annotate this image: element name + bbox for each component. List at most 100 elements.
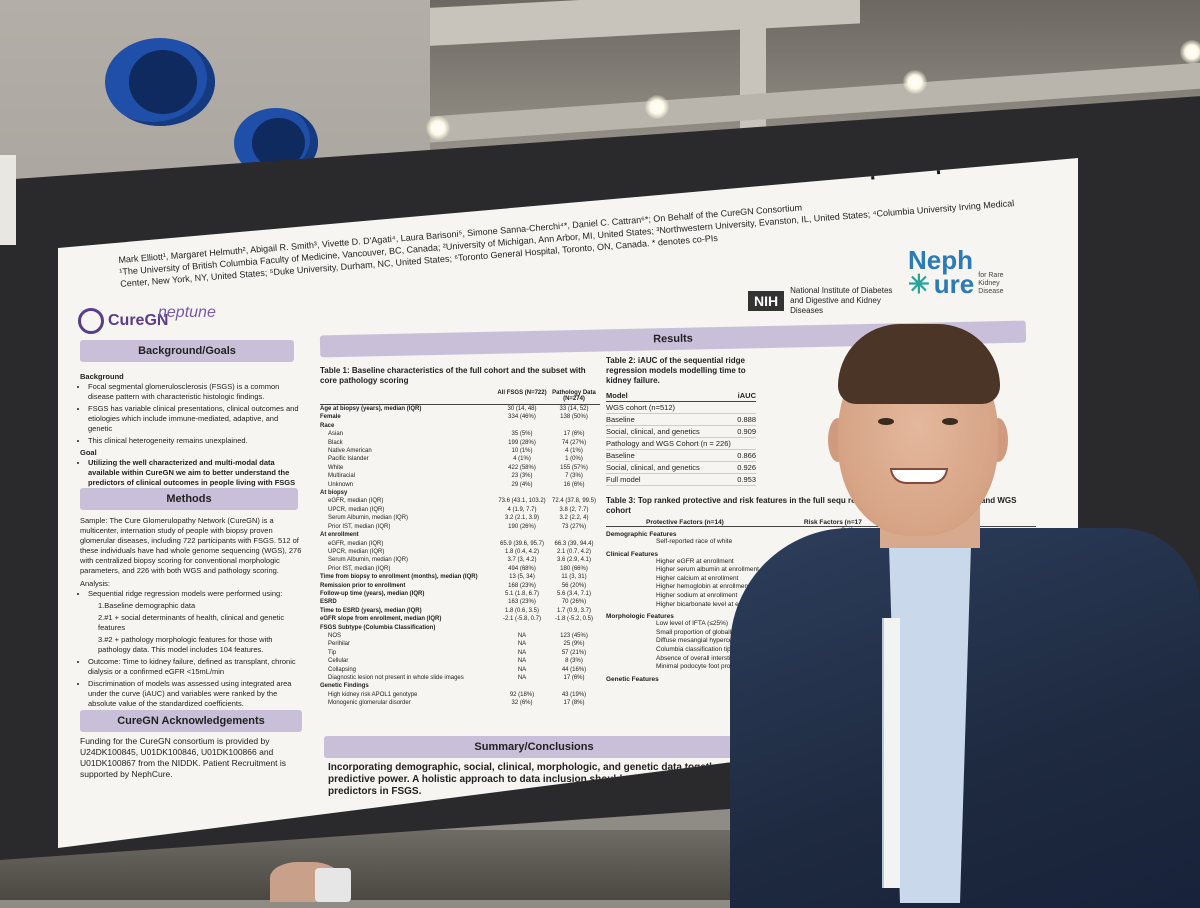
- nih-institute-name: National Institute of Diabetes and Diges…: [790, 286, 893, 315]
- table-1-row-label: Unknown: [328, 481, 354, 488]
- curegn-logo-text: CureGN: [108, 312, 169, 329]
- table-1-cell: 10 (1%): [511, 448, 533, 455]
- table-1-row-label: Race: [320, 422, 335, 429]
- table-1-cell: 1 (0%): [565, 456, 583, 463]
- table-1-cell: 190 (26%): [508, 523, 536, 530]
- methods-sub-bullet: 3.#2 + pathology morphologic features fo…: [98, 635, 273, 654]
- table-2: Table 2: iAUC of the sequential ridge re…: [606, 356, 756, 486]
- table-1-row-label: At enrollment: [320, 532, 359, 539]
- methods-sub-bullet: 2.#1 + social determinants of health, cl…: [98, 613, 285, 632]
- table-1-cell: NA: [517, 649, 527, 656]
- table-1-row-label: White: [328, 464, 344, 471]
- table-1-cell: [548, 624, 600, 632]
- table-1-cell: -2.1 (-5.8, 0.7): [502, 616, 541, 623]
- table-1-row: Cellular NA 8 (3%): [320, 657, 600, 665]
- table-1-row-label: Prior IST, median (IQR): [328, 565, 391, 572]
- table-1-cell: 3.7 (3, 4.2): [507, 557, 537, 564]
- table-1-cell: 7 (3%): [565, 473, 583, 480]
- table-1-row-label: FSGS Subtype (Columbia Classification): [320, 624, 436, 631]
- table-1-row-label: Cellular: [328, 658, 349, 665]
- table-3-feature: Absence of overall interstitial inflamm: [656, 654, 764, 662]
- table-1-row: Serum Albumin, median (IQR) 3.7 (3, 4.2) 3…: [320, 556, 600, 564]
- methods-sub-bullet: 1.Baseline demographic data: [98, 601, 196, 610]
- table-1-cell: 1.7 (0.9, 3.7): [556, 607, 592, 614]
- table-1-cell: 123 (45%): [560, 632, 588, 639]
- table-1-cell: -1.8 (-5.2, 0.5): [554, 616, 593, 623]
- table-1-row-label: Monogenic glomerular disorder: [328, 700, 411, 707]
- table-1-row: UPCR, median (IQR) 1.8 (0.4, 4.2) 2.1 (0.7…: [320, 548, 600, 556]
- table-1-cell: 43 (19%): [561, 691, 587, 698]
- table-1-row: Collapsing NA 44 (16%): [320, 666, 600, 674]
- table-1-row: White 422 (58%) 155 (57%): [320, 464, 600, 472]
- blue-duct: [105, 38, 215, 126]
- table-1-cell: 74 (27%): [561, 439, 587, 446]
- table-1-cell: 2.1 (0.7, 4.2): [556, 548, 592, 555]
- table-1-row: At enrollment: [320, 531, 600, 539]
- table-1-row: At biopsy: [320, 489, 600, 497]
- table-1-row-label: Female: [320, 414, 341, 421]
- table-1-cell: 5.6 (3.4, 7.1): [556, 590, 592, 597]
- table-1-row-label: eGFR slope from enrollment, median (IQR): [320, 616, 442, 623]
- table-1-cell: 8 (3%): [565, 658, 583, 665]
- table-1-cell: 168 (23%): [508, 582, 536, 589]
- table-2-col-iauc: iAUC: [737, 391, 756, 400]
- table-1-cell: 30 (14, 48): [507, 406, 537, 412]
- table-1-cell: 422 (58%): [508, 464, 536, 471]
- table-2-iauc-value: 0.888: [737, 415, 756, 424]
- table-1-cell: 70 (26%): [561, 599, 587, 606]
- table-1-caption: Table 1: Baseline characteristics of the…: [320, 366, 586, 385]
- table-1-cell: [496, 682, 548, 690]
- table-1-col-pathology: Pathology Data (N=274): [552, 390, 596, 402]
- table-1-row: UPCR, median (IQR) 4 (1.9, 7.7) 3.8 (2, 7.…: [320, 506, 600, 514]
- table-3-feature: Diffuse mesangial hypercellularity: [656, 637, 753, 645]
- table-3-feature: Minimal podocyte foot process effac: [656, 663, 760, 671]
- table-2-row-label: Baseline: [606, 451, 635, 460]
- table-1-cell: 3.8 (2, 7.7): [559, 506, 589, 513]
- table-1-cell: 494 (68%): [508, 565, 536, 572]
- table-2-row: Full model 0.953: [606, 474, 756, 486]
- table-1-cell: [496, 489, 548, 497]
- ceiling-light: [903, 70, 927, 94]
- table-3-group-head: Clinical Features: [606, 550, 659, 558]
- table-1-row: Remission prior to enrollment 168 (23%) 56…: [320, 582, 600, 590]
- table-1-cell: [496, 624, 548, 632]
- table-3-feature: Higher bicarbonate level at enrollment: [656, 600, 766, 608]
- table-2-row-label: Social, clinical, and genetics: [606, 427, 700, 436]
- table-3-group-head: Morphologic Features: [606, 613, 674, 621]
- table-1-body: Age at biopsy (years), median (IQR) 30 (1…: [320, 405, 600, 708]
- curegn-logo: CureGN: [78, 308, 168, 334]
- curegn-mark-icon: [78, 308, 104, 334]
- nih-badge: NIH: [748, 291, 785, 311]
- table-1-row: Race: [320, 422, 600, 430]
- table-1-row: Black 199 (28%) 74 (27%): [320, 439, 600, 447]
- table-1-row-label: Tip: [328, 649, 337, 656]
- table-1-cell: NA: [517, 675, 527, 681]
- table-1-cell: 57 (21%): [561, 649, 587, 656]
- table-1-row: FSGS Subtype (Columbia Classification): [320, 624, 600, 632]
- table-1-cell: 4 (1%): [565, 448, 583, 455]
- table-2-body: WGS cohort (n=512) Baseline 0.888 Social, c…: [606, 402, 756, 486]
- table-1-cell: 17 (6%): [563, 431, 585, 438]
- background-bullet: FSGS has variable clinical presentations…: [88, 404, 300, 434]
- table-2-row-label: Social, clinical, and genetics: [606, 463, 700, 472]
- table-2-header: Model iAUC: [606, 390, 756, 402]
- table-1-row: Monogenic glomerular disorder 32 (6%) 17 (…: [320, 699, 600, 707]
- table-1-row: Age at biopsy (years), median (IQR) 30 (1…: [320, 405, 600, 413]
- nephcure-flower-icon: ✳: [908, 269, 930, 299]
- methods-text: Sample: The Cure Glomerulopathy Network …: [80, 516, 305, 711]
- table-1-row: Pacific Islander 4 (1%) 1 (0%): [320, 455, 600, 463]
- table-3-feature: Self-reported race of white: [656, 538, 733, 545]
- table-1-cell: [548, 682, 600, 690]
- table-1-row-label: Serum Albumin, median (IQR): [328, 515, 409, 522]
- acknowledgements-text: Funding for the CureGN consortium is pro…: [80, 736, 286, 779]
- table-1-cell: [548, 422, 600, 430]
- table-1-cell: 66.3 (39, 94.4): [554, 540, 594, 547]
- table-1-cell: 72.4 (37.8, 99.5): [551, 498, 597, 505]
- table-1-cell: 334 (46%): [508, 414, 536, 421]
- table-1-row-label: High kidney risk APOL1 genotype: [328, 691, 418, 698]
- methods-sample: Sample: The Cure Glomerulopathy Network …: [80, 516, 302, 575]
- table-1-row-label: eGFR, median (IQR): [328, 498, 384, 505]
- table-1-row-label: NOS: [328, 632, 342, 639]
- table-1-cell: 1.8 (0.6, 3.5): [504, 607, 540, 614]
- table-2-row: WGS cohort (n=512): [606, 402, 756, 414]
